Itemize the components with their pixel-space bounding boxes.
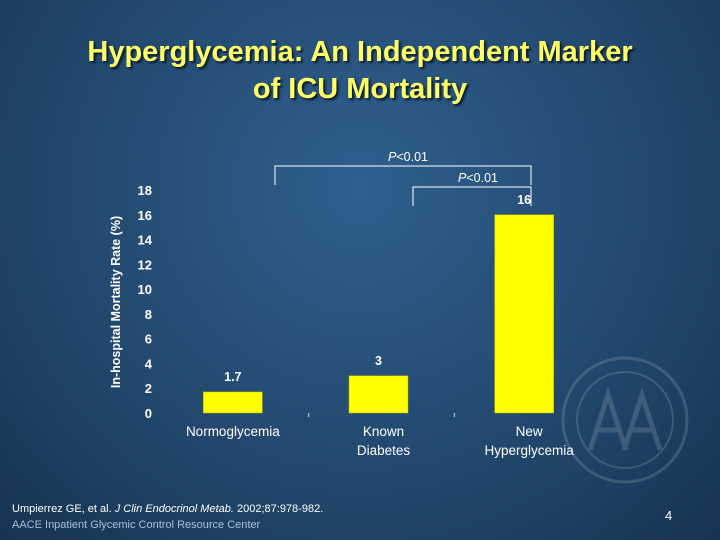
aace-seal-icon xyxy=(561,356,689,484)
slide-title: Hyperglycemia: An Independent Marker of … xyxy=(0,34,720,108)
y-tick-label: 4 xyxy=(145,356,153,371)
y-tick-label: 12 xyxy=(138,257,152,272)
y-tick-label: 16 xyxy=(138,208,152,223)
title-line-1: Hyperglycemia: An Independent Marker xyxy=(87,36,633,68)
title-line-2: of ICU Mortality xyxy=(252,73,468,105)
citation-details: 2002;87:978-982. xyxy=(237,503,324,515)
y-tick-label: 10 xyxy=(138,282,152,297)
bar xyxy=(494,214,554,414)
y-axis-label: In-hospital Mortality Rate (%) xyxy=(109,216,123,388)
citation-journal: J Clin Endocrinol Metab. xyxy=(114,503,234,515)
category-label: Diabetes xyxy=(357,443,411,458)
y-tick-label: 2 xyxy=(145,381,152,396)
category-label: Known xyxy=(363,424,404,439)
category-label: Hyperglycemia xyxy=(485,443,575,458)
bar-value-label: 1.7 xyxy=(224,370,241,384)
bar-value-label: 16 xyxy=(517,193,531,207)
significance-bracket xyxy=(412,186,532,206)
citation: Umpierrez GE, et al. J Clin Endocrinol M… xyxy=(12,503,323,515)
significance-bracket xyxy=(274,165,532,185)
y-tick-label: 6 xyxy=(145,332,152,347)
citation-authors: Umpierrez GE, et al. xyxy=(12,503,112,515)
category-label: New xyxy=(516,424,543,439)
page-number: 4 xyxy=(665,508,673,523)
bar xyxy=(203,391,263,414)
y-tick-label: 8 xyxy=(145,307,152,322)
p-value-label: P<0.01 xyxy=(458,171,498,185)
bar-value-label: 3 xyxy=(375,354,382,368)
p-value-label: P<0.01 xyxy=(388,150,428,164)
bar xyxy=(348,375,409,414)
y-tick-label: 18 xyxy=(138,183,152,198)
y-tick-label: 0 xyxy=(145,406,152,421)
resource-center-label: AACE Inpatient Glycemic Control Resource… xyxy=(12,519,261,531)
category-label: Normoglycemia xyxy=(186,424,280,439)
y-tick-label: 14 xyxy=(138,233,153,248)
